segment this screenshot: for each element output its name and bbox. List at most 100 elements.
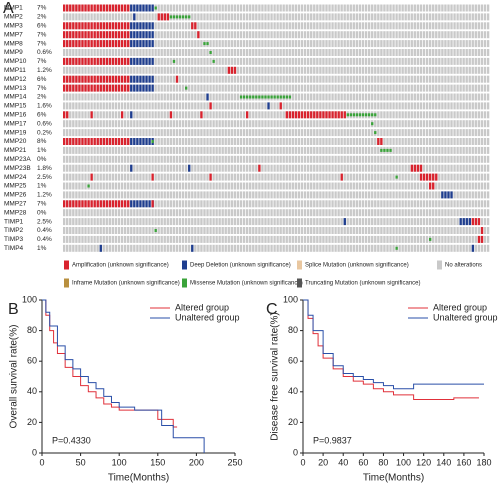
alteration [416, 164, 420, 172]
alteration [93, 84, 96, 92]
alteration [66, 138, 69, 145]
alteration [172, 15, 176, 19]
alteration [114, 75, 118, 83]
y-tick-label: 40 [27, 386, 37, 396]
alteration [81, 84, 84, 92]
alteration [310, 111, 313, 119]
alteration [102, 200, 105, 208]
gene-label: MMP9 [4, 49, 23, 56]
alteration [117, 200, 121, 208]
alteration [319, 111, 322, 119]
alteration [151, 22, 154, 30]
alteration [75, 31, 78, 39]
alteration [105, 57, 109, 65]
alteration [127, 4, 130, 12]
y-axis-label: Overall survival rate(%) [9, 325, 20, 429]
alteration [90, 84, 93, 92]
alteration [127, 57, 130, 65]
alteration [75, 57, 78, 65]
alteration [136, 200, 139, 208]
alteration [133, 75, 136, 83]
panel-label: C [266, 301, 278, 318]
alteration [114, 31, 118, 39]
legend-swatch [437, 260, 442, 270]
alteration [66, 57, 69, 65]
row-background [63, 75, 490, 83]
alteration [361, 113, 365, 117]
alteration [429, 173, 432, 181]
alteration [185, 86, 188, 90]
alteration [374, 131, 377, 135]
alteration [105, 200, 109, 208]
gene-label: MMP14 [4, 94, 27, 101]
alteration [422, 173, 426, 181]
alteration [127, 40, 130, 48]
alteration [425, 173, 429, 181]
gene-label: MMP19 [4, 129, 27, 136]
gene-label: MMP7 [4, 31, 23, 38]
alteration [145, 75, 148, 83]
alteration [130, 22, 133, 30]
alteration [383, 148, 386, 152]
alteration [136, 22, 139, 30]
alteration [99, 40, 102, 48]
alteration [246, 95, 249, 99]
alteration [108, 57, 112, 65]
alteration [63, 31, 66, 39]
alteration [99, 22, 102, 30]
alteration [209, 102, 212, 110]
percent-label: 1% [37, 183, 47, 190]
alteration [105, 84, 109, 92]
percent-label: 2% [37, 94, 47, 101]
alteration [72, 200, 75, 208]
survival-curve [42, 299, 205, 453]
x-tick-label: 250 [227, 457, 242, 467]
y-tick-label: 20 [27, 417, 37, 427]
alteration [197, 31, 200, 39]
legend-swatch [182, 260, 187, 270]
gene-label: TIMP4 [4, 245, 24, 252]
alteration [87, 22, 90, 30]
alteration [108, 75, 112, 83]
gene-label: MMP13 [4, 85, 27, 92]
alteration [75, 22, 78, 30]
alteration [166, 13, 170, 21]
alteration [90, 40, 93, 48]
y-tick-label: 20 [288, 417, 298, 427]
alteration [114, 22, 118, 30]
alteration [203, 42, 206, 46]
legend-label: Inframe Mutation (unknown significance) [72, 281, 180, 287]
y-tick-label: 60 [288, 356, 298, 366]
x-tick-label: 200 [189, 457, 204, 467]
alteration [151, 173, 154, 181]
alteration [127, 200, 130, 208]
alteration [120, 40, 124, 48]
alteration [120, 57, 124, 65]
alteration [114, 40, 118, 48]
percent-label: 7% [37, 5, 47, 12]
x-tick-label: 50 [76, 457, 86, 467]
row-background [63, 129, 490, 137]
alteration [96, 75, 99, 83]
alteration [337, 111, 340, 119]
alteration [154, 6, 157, 10]
alteration [117, 138, 121, 145]
alteration [114, 57, 118, 65]
alteration [124, 57, 127, 65]
alteration [151, 31, 154, 39]
alteration [288, 95, 292, 99]
alteration [142, 31, 145, 39]
alteration [124, 22, 127, 30]
alteration [69, 31, 72, 39]
alteration [252, 95, 255, 99]
alteration [242, 95, 246, 99]
alteration [352, 113, 356, 117]
row-background [63, 235, 490, 243]
alteration [63, 111, 66, 119]
alteration [148, 84, 151, 92]
alteration [346, 113, 349, 117]
row-background [63, 209, 490, 217]
percent-label: 2% [37, 14, 47, 21]
alteration [111, 4, 115, 12]
